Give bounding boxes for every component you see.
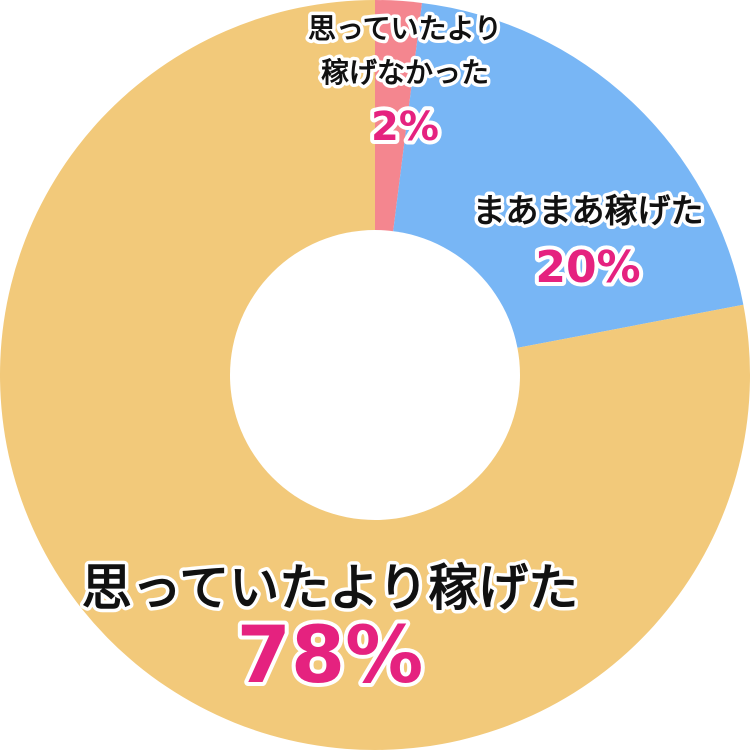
slice-label-0-line-0: 思っていたより bbox=[308, 12, 502, 45]
slice-value-0: 2% bbox=[371, 104, 439, 150]
slice-value-1: 20% bbox=[535, 242, 640, 293]
slice-value-2: 78% bbox=[237, 611, 424, 701]
donut-hole bbox=[230, 230, 520, 520]
slice-label-2-line-0: 思っていたより稼げた bbox=[82, 559, 579, 617]
slice-label-0-line-1: 稼げなかった bbox=[321, 56, 489, 89]
slice-label-1-line-0: まあまあ稼げた bbox=[473, 191, 704, 230]
